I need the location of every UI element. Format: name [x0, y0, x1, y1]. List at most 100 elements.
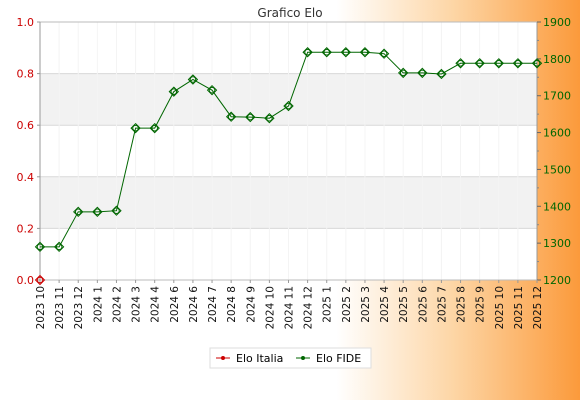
- x-tick-label: 2025 6: [417, 286, 429, 323]
- data-point-ring: [495, 59, 503, 67]
- data-point-ring: [266, 114, 273, 122]
- left-tick-label: 0.0: [17, 274, 35, 287]
- x-tick-label: 2024 2: [111, 286, 123, 323]
- data-point-ring: [476, 59, 483, 67]
- data-point: [149, 122, 160, 134]
- x-tick-label: 2023 12: [73, 286, 85, 329]
- right-tick-label: 1700: [543, 90, 571, 103]
- x-tick-label: 2024 9: [245, 286, 257, 323]
- data-point-ring: [438, 70, 445, 78]
- x-tick-label: 2024 12: [303, 286, 315, 329]
- x-gridlines: [39, 22, 538, 280]
- data-point: [34, 241, 46, 253]
- x-tick-label: 2024 6: [188, 286, 200, 323]
- data-point: [455, 58, 466, 69]
- data-point: [92, 206, 103, 218]
- x-tick-label: 2025 3: [360, 286, 372, 323]
- x-tick-label: 2024 3: [131, 286, 143, 323]
- data-point-ring: [94, 208, 101, 216]
- data-point: [436, 68, 447, 80]
- data-point: [225, 111, 237, 122]
- x-tick-label: 2024 8: [226, 286, 238, 323]
- data-point: [302, 47, 313, 58]
- data-point: [474, 58, 485, 69]
- data-point-ring: [361, 48, 369, 56]
- legend-swatch-marker: [301, 356, 305, 360]
- data-point-ring: [227, 113, 235, 121]
- x-axis: 2023 10 2023 11 2023 12 2024 1 2024 2 2024 3 2…: [35, 280, 544, 329]
- data-point: [130, 122, 141, 134]
- x-tick-label: 2025 7: [436, 286, 448, 323]
- left-tick-label: 0.2: [17, 222, 35, 235]
- x-tick-label: 2023 11: [54, 286, 66, 329]
- right-tick-label: 1300: [543, 237, 571, 250]
- data-point: [512, 58, 524, 69]
- data-point: [245, 111, 256, 123]
- x-tick-label: 2024 1: [92, 286, 104, 323]
- right-axis: 1200 1300 1400 1500 1600 1700 1800 1900: [536, 16, 571, 287]
- right-tick-label: 1400: [543, 200, 571, 213]
- x-tick-label: 2024 10: [264, 286, 276, 329]
- data-point: [206, 84, 218, 96]
- x-tick-label: 2025 9: [475, 286, 487, 323]
- data-point: [264, 112, 275, 124]
- data-point: [53, 241, 65, 253]
- data-point-ring: [342, 48, 350, 56]
- data-point-ring: [36, 276, 44, 284]
- right-tick-label: 1500: [543, 163, 571, 176]
- data-point-ring: [113, 207, 120, 215]
- right-tick-label: 1200: [543, 274, 571, 287]
- data-point: [531, 58, 543, 69]
- data-point: [168, 86, 180, 97]
- chart-title: Grafico Elo: [257, 6, 322, 20]
- legend: Elo Italia Elo FIDE: [209, 347, 372, 369]
- data-point-ring: [419, 69, 426, 77]
- x-tick-label: 2025 10: [494, 286, 506, 329]
- data-point-ring: [457, 59, 464, 67]
- x-tick-label: 2025 5: [398, 286, 410, 323]
- data-point: [417, 67, 428, 79]
- right-tick-label: 1900: [543, 16, 571, 29]
- data-point-ring: [189, 76, 197, 83]
- x-tick-label: 2025 2: [341, 286, 353, 323]
- data-point: [397, 67, 409, 79]
- data-point-ring: [285, 102, 292, 110]
- data-point-ring: [74, 208, 82, 216]
- x-tick-label: 2023 10: [35, 286, 47, 329]
- series-line: [40, 51, 537, 248]
- x-tick-label: 2025 8: [456, 286, 468, 323]
- data-point: [321, 47, 332, 58]
- data-point-ring: [151, 124, 158, 132]
- data-point-ring: [380, 50, 388, 57]
- data-point: [111, 205, 122, 216]
- left-tick-label: 0.8: [17, 68, 35, 81]
- data-point-ring: [304, 48, 311, 56]
- data-point-ring: [246, 113, 254, 121]
- data-point: [340, 47, 352, 58]
- legend-swatch-marker: [221, 356, 225, 360]
- series-layer: [34, 47, 543, 286]
- x-tick-label: 2025 1: [322, 286, 334, 323]
- data-point: [378, 48, 390, 59]
- legend-entry-label: Elo Italia: [236, 352, 283, 365]
- x-tick-label: 2025 12: [532, 286, 544, 329]
- data-point: [73, 206, 84, 218]
- data-point: [493, 58, 504, 69]
- data-point-ring: [55, 243, 63, 251]
- data-point: [283, 100, 294, 112]
- data-point-ring: [399, 69, 407, 77]
- data-point: [34, 274, 46, 286]
- left-axis: 0.0 0.2 0.4 0.6 0.8 1.0: [17, 16, 41, 287]
- data-point-ring: [170, 88, 178, 95]
- legend-entry-label: Elo FIDE: [316, 352, 361, 365]
- data-point-ring: [36, 243, 44, 251]
- data-point: [187, 74, 199, 85]
- data-point-ring: [132, 124, 139, 132]
- right-tick-label: 1600: [543, 127, 571, 140]
- data-point-ring: [533, 59, 541, 67]
- left-tick-label: 0.4: [17, 171, 35, 184]
- data-point-ring: [208, 86, 216, 94]
- left-tick-label: 0.6: [17, 119, 35, 132]
